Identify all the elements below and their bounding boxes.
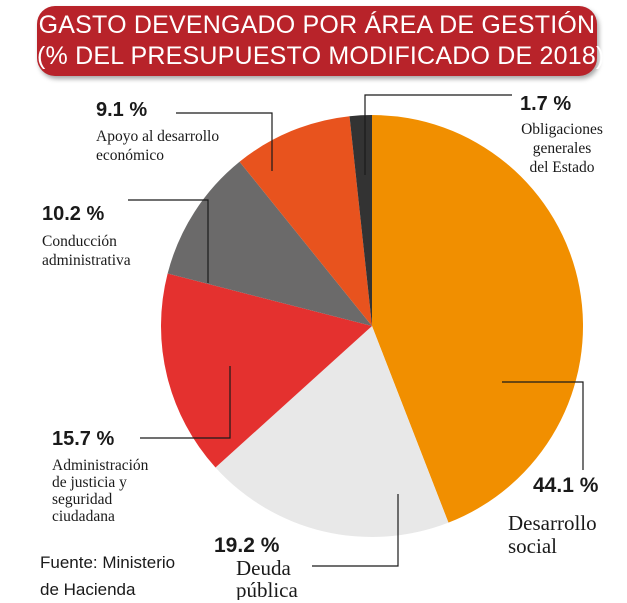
leader-line-5 bbox=[364, 94, 512, 175]
category-label-5-line-0: Obligaciones bbox=[521, 121, 603, 138]
pct-label-0: 44.1 % bbox=[533, 474, 599, 497]
leader-line-4 bbox=[176, 112, 273, 171]
leader-line-0 bbox=[502, 381, 584, 470]
pie-slice-1 bbox=[215, 326, 449, 538]
pct-label-2: 15.7 % bbox=[52, 428, 114, 450]
category-label-5-line-1: generales bbox=[533, 140, 592, 157]
pct-label-3: 10.2 % bbox=[42, 203, 104, 225]
category-label-0-line-1: social bbox=[508, 534, 557, 558]
source-line-1: Fuente: Ministerio bbox=[40, 553, 176, 572]
pie-slice-3 bbox=[167, 161, 372, 326]
category-label-2-line-2: seguridad bbox=[52, 491, 113, 508]
pie-slice-0 bbox=[372, 115, 584, 523]
pct-label-1: 19.2 % bbox=[214, 534, 280, 557]
category-label-4-line-1: económico bbox=[96, 147, 164, 164]
category-label-4-line-0: Apoyo al desarrollo bbox=[96, 128, 219, 145]
category-label-5-line-2: del Estado bbox=[530, 159, 595, 176]
leader-line-3 bbox=[128, 199, 209, 283]
source-line-2: de Hacienda bbox=[40, 580, 136, 599]
pct-label-5: 1.7 % bbox=[520, 93, 571, 115]
source-note: Fuente: Ministerio de Hacienda bbox=[40, 549, 175, 603]
pct-label-4: 9.1 % bbox=[96, 99, 147, 121]
chart-title-banner: GASTO DEVENGADO POR ÁREA DE GESTIÓN (% D… bbox=[37, 6, 605, 76]
pie-slice-2 bbox=[161, 273, 372, 468]
category-label-1-line-1: pública bbox=[236, 578, 298, 600]
chart-title-line-2: (% DEL PRESUPUESTO MODIFICADO DE 2018) bbox=[37, 42, 605, 70]
leader-line-1 bbox=[312, 494, 399, 567]
category-label-0-line-0: Desarrollo bbox=[508, 511, 597, 535]
pie-slice-5 bbox=[349, 115, 372, 326]
category-label-2-line-3: ciudadana bbox=[52, 508, 115, 525]
category-label-2-line-0: Administración bbox=[52, 457, 149, 474]
category-label-3-line-1: administrativa bbox=[42, 252, 131, 269]
category-label-2-line-1: de justicia y bbox=[52, 474, 127, 491]
chart-title-line-1: GASTO DEVENGADO POR ÁREA DE GESTIÓN bbox=[38, 11, 596, 39]
pie-slice-4 bbox=[239, 116, 372, 326]
category-label-3-line-0: Conducción bbox=[42, 233, 117, 250]
leader-line-2 bbox=[140, 366, 231, 439]
category-label-1-line-0: Deuda bbox=[236, 556, 291, 580]
